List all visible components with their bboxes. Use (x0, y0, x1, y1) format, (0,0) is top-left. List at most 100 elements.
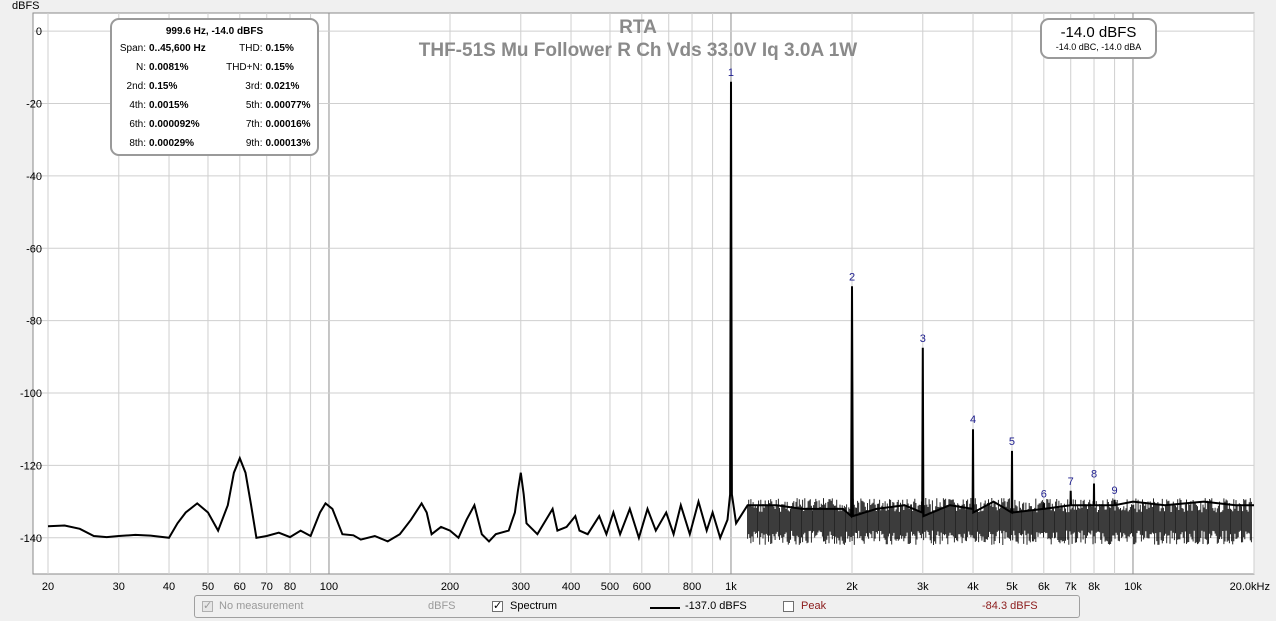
peak-value: -84.3 dBFS (982, 600, 1038, 612)
harmonic-marker-label: 6 (1041, 488, 1047, 500)
stats-value: 0.15% (265, 62, 294, 73)
harmonic-marker-label: 2 (849, 271, 855, 283)
x-tick-label: 800 (683, 581, 701, 593)
stats-cell: 8th: 0.00029% (112, 138, 215, 149)
x-tick-label: 6k (1038, 581, 1050, 593)
spectrum-noise-floor (747, 498, 1252, 545)
y-tick-label: -20 (26, 98, 42, 110)
harmonic-marker-label: 8 (1091, 469, 1097, 481)
stats-value: 0.15% (265, 43, 294, 54)
stats-value: 0.00029% (149, 138, 195, 149)
stats-value: 0.00077% (265, 100, 311, 111)
stats-key: 9th: (245, 138, 263, 149)
level-main-value: -14.0 dBFS (1060, 24, 1137, 41)
y-tick-label: -140 (20, 533, 42, 545)
stats-value: 0..45,600 Hz (149, 43, 206, 54)
stats-row: Span: 0..45,600 Hz THD: 0.15% (112, 39, 317, 58)
chart-subtitle: THF-51S Mu Follower R Ch Vds 33.0V Iq 3.… (419, 40, 858, 61)
y-tick-label: -80 (26, 316, 42, 328)
y-tick-label: -100 (20, 388, 42, 400)
stats-value: 0.00016% (265, 119, 311, 130)
no-measurement-checkbox[interactable]: ✓ (202, 600, 213, 612)
x-tick-label: 100 (320, 581, 338, 593)
legend-bar: ✓ No measurement dBFS ✓ Spectrum -137.0 … (194, 595, 1080, 618)
stats-key: 6th: (129, 119, 146, 130)
stats-cell: 6th: 0.000092% (112, 119, 215, 130)
distortion-stats-panel: 999.6 Hz, -14.0 dBFS Span: 0..45,600 Hz TH… (110, 18, 319, 156)
stats-row: 6th: 0.000092% 7th: 0.00016% (112, 115, 317, 134)
stats-value: 0.00013% (265, 138, 311, 149)
harmonic-marker-label: 7 (1068, 476, 1074, 488)
stats-key: 3rd: (245, 81, 263, 92)
stats-key: 4th: (129, 100, 146, 111)
stats-key: Span: (119, 43, 146, 54)
stats-cell: 4th: 0.0015% (112, 100, 215, 111)
no-measurement-label: No measurement (219, 600, 304, 612)
x-tick-label: 200 (441, 581, 459, 593)
stats-row: 8th: 0.00029% 9th: 0.00013% (112, 134, 317, 153)
x-tick-label: 10k (1124, 581, 1142, 593)
stats-key: 2nd: (126, 81, 146, 92)
x-tick-label: 20.0kHz (1230, 581, 1270, 593)
y-tick-label: -40 (26, 171, 42, 183)
x-tick-label: 2k (846, 581, 858, 593)
y-axis-label: dBFS (12, 0, 40, 12)
stats-key: 8th: (129, 138, 146, 149)
chart-title: RTA (619, 17, 657, 38)
stats-key: 5th: (245, 100, 263, 111)
x-tick-label: 400 (562, 581, 580, 593)
stats-key: 7th: (245, 119, 263, 130)
x-tick-label: 70 (261, 581, 273, 593)
stats-key: N: (136, 62, 146, 73)
stats-key: THD+N: (226, 62, 263, 73)
stats-value: 0.000092% (149, 119, 200, 130)
stats-value: 0.15% (149, 81, 178, 92)
harmonic-marker-label: 5 (1009, 436, 1015, 448)
x-tick-label: 60 (234, 581, 246, 593)
y-tick-label: -60 (26, 243, 42, 255)
x-tick-label: 40 (163, 581, 175, 593)
peak-label: Peak (801, 600, 827, 612)
spectrum-checkbox[interactable]: ✓ (492, 600, 503, 612)
stats-value: 0.0081% (149, 62, 189, 73)
stats-row: 4th: 0.0015% 5th: 0.00077% (112, 96, 317, 115)
stats-cell: 2nd: 0.15% (112, 81, 215, 92)
y-tick-label: 0 (36, 26, 42, 38)
x-tick-label: 5k (1006, 581, 1018, 593)
spectrum-value: -137.0 dBFS (685, 600, 747, 612)
x-tick-label: 1k (725, 581, 737, 593)
x-tick-label: 300 (512, 581, 530, 593)
level-readout: -14.0 dBFS -14.0 dBC, -14.0 dBA (1040, 18, 1157, 59)
stats-cell: 5th: 0.00077% (215, 100, 318, 111)
harmonic-marker-label: 1 (728, 67, 734, 79)
x-tick-label: 80 (284, 581, 296, 593)
x-tick-label: 8k (1088, 581, 1100, 593)
stats-cell: Span: 0..45,600 Hz (112, 43, 215, 54)
y-tick-label: -120 (20, 460, 42, 472)
x-tick-label: 500 (601, 581, 619, 593)
spectrum-label: Spectrum (510, 600, 558, 612)
stats-header: 999.6 Hz, -14.0 dBFS (165, 26, 264, 37)
stats-row: 2nd: 0.15% 3rd: 0.021% (112, 77, 317, 96)
harmonic-marker-label: 4 (970, 414, 976, 426)
x-tick-label: 3k (917, 581, 929, 593)
stats-cell: THD+N: 0.15% (215, 62, 318, 73)
stats-cell: 3rd: 0.021% (215, 81, 318, 92)
x-tick-label: 4k (967, 581, 979, 593)
harmonic-marker-label: 3 (920, 333, 926, 345)
x-tick-label: 20 (42, 581, 54, 593)
stats-cell: N: 0.0081% (112, 62, 215, 73)
peak-checkbox[interactable] (783, 601, 794, 612)
stats-key: THD: (239, 43, 263, 54)
harmonic-marker-label: 9 (1112, 485, 1118, 497)
x-tick-label: 50 (202, 581, 214, 593)
x-tick-label: 600 (633, 581, 651, 593)
x-tick-label: 30 (113, 581, 125, 593)
level-sub-value: -14.0 dBC, -14.0 dBA (1055, 42, 1142, 52)
stats-row: N: 0.0081% THD+N: 0.15% (112, 58, 317, 77)
stats-value: 0.021% (265, 81, 300, 92)
stats-cell: 7th: 0.00016% (215, 119, 318, 130)
spectrum-swatch (650, 607, 680, 609)
stats-cell: 9th: 0.00013% (215, 138, 318, 149)
x-tick-label: 7k (1065, 581, 1077, 593)
